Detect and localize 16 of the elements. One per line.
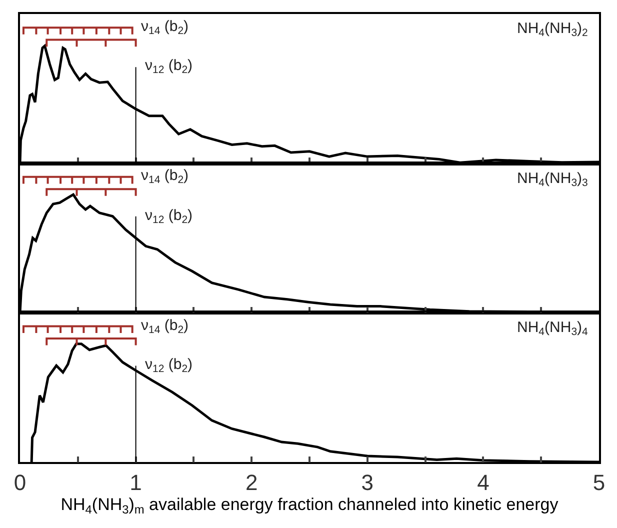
annotation: ν$_{12}$ (b$_{2}$) [145,207,193,226]
annotation: ν$_{14}$ (b$_{2}$) [141,18,189,38]
annotation: ν$_{12}$ (b$_{2}$) [145,57,193,76]
x-tick-label: 2 [245,470,258,496]
x-tick-label: 5 [592,470,606,496]
x-axis-title: NH$_{4}$(NH$_{3}$)$_{m}$ available energy fraction channeled into kinetic energy [60,495,559,517]
x-tick-label: 3 [361,470,374,496]
annotation: NH$_{4}$(NH$_{3}$)$_{2}$ [517,20,588,40]
annotation: NH$_{4}$(NH$_{3}$)$_{3}$ [517,170,588,190]
x-tick-label: 1 [130,470,142,496]
x-tick-label: 0 [14,470,26,496]
annotation: NH$_{4}$(NH$_{3}$)$_{4}$ [517,319,588,338]
x-tick-label: 4 [477,470,490,496]
annotation: ν$_{12}$ (b$_{2}$) [145,356,193,376]
annotation: ν$_{14}$ (b$_{2}$) [141,167,189,186]
annotation: ν$_{14}$ (b$_{2}$) [141,317,189,336]
